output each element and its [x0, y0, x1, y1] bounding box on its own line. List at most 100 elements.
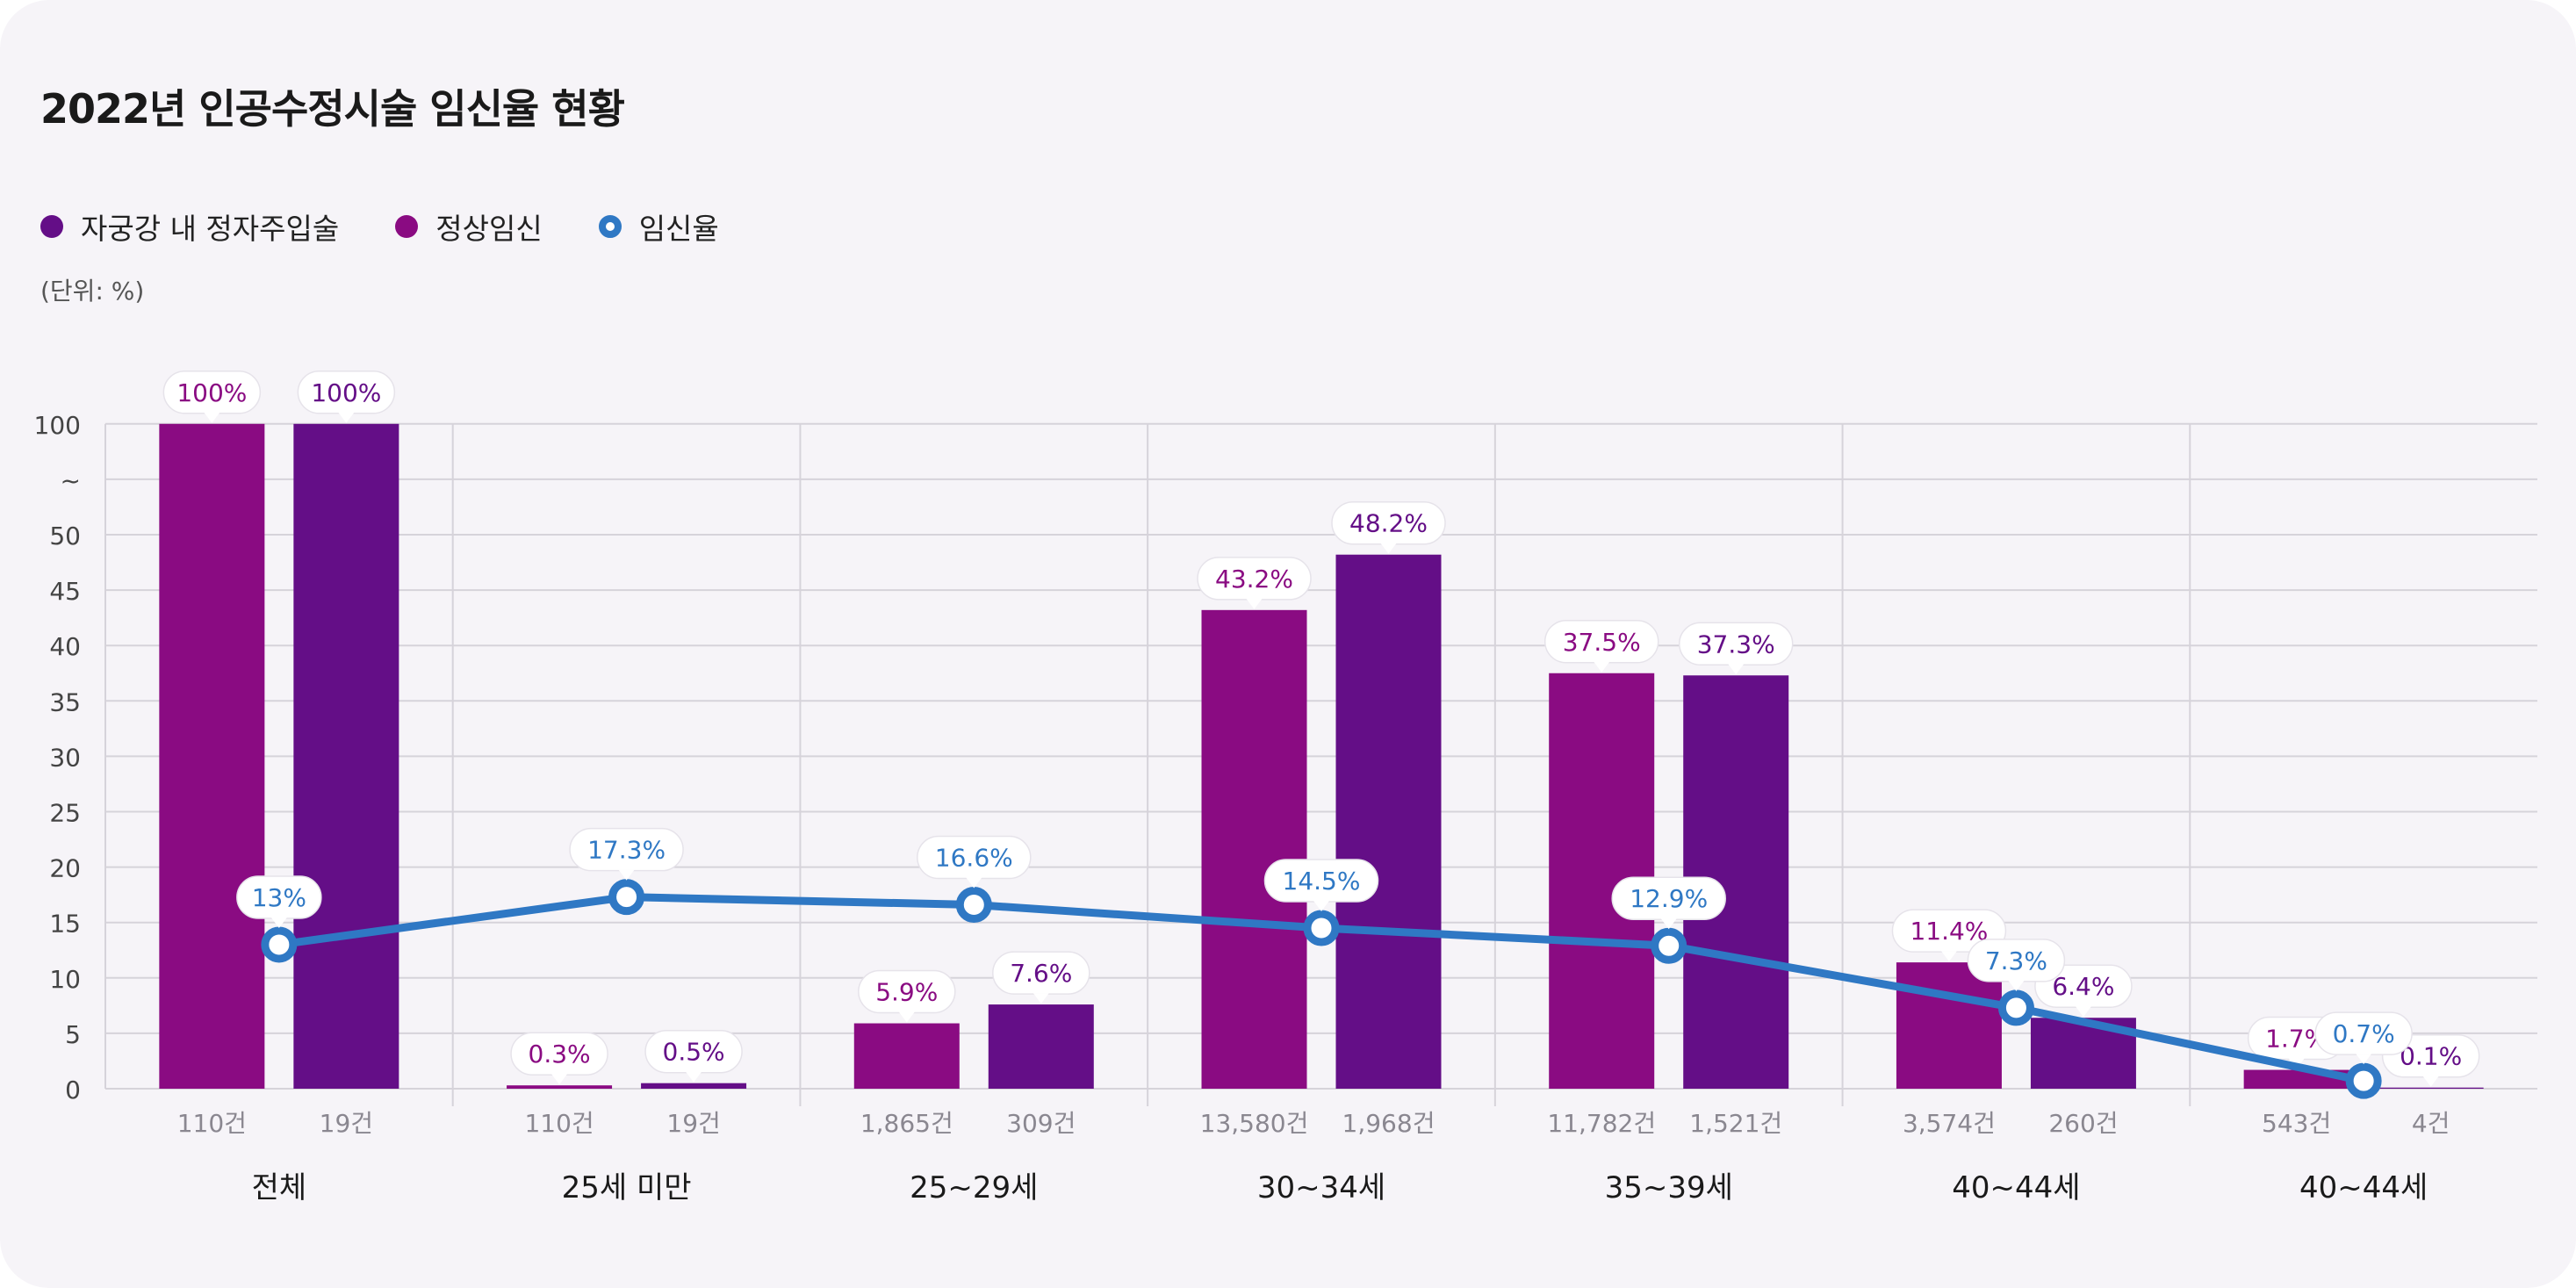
bar-value-label: 11.4%	[1910, 917, 1988, 946]
y-tick-label: 5	[65, 1020, 81, 1049]
bar-value-label-pointer	[898, 1011, 915, 1023]
rate-point	[1997, 989, 2034, 1026]
rate-value-label: 14.5%	[1283, 867, 1361, 896]
bar-iui	[1335, 554, 1442, 1089]
category-label: 30~34세	[1257, 1170, 1385, 1205]
count-label: 1,968건	[1342, 1109, 1436, 1138]
count-label: 19건	[666, 1109, 720, 1138]
legend-label-iui: 자궁강 내 정자주입술	[81, 212, 340, 246]
rate-value-label-pointer	[1660, 918, 1677, 930]
bar-value-label-pointer	[1728, 664, 1745, 675]
legend-swatch-normal-pregnancy	[395, 215, 419, 238]
bar-value-label: 6.4%	[2052, 972, 2114, 1001]
bar-value-label: 0.1%	[2400, 1042, 2462, 1071]
legend-swatch-iui	[40, 215, 63, 238]
count-label: 543건	[2262, 1109, 2331, 1138]
count-label: 1,521건	[1689, 1109, 1782, 1138]
count-label: 309건	[1006, 1109, 1076, 1138]
y-tick-label: 20	[49, 854, 81, 883]
y-tick-label: 45	[49, 577, 81, 606]
bar-value-label: 7.6%	[1010, 959, 1072, 988]
bar-value-label-pointer	[551, 1074, 568, 1085]
y-tick-label: ~	[61, 466, 81, 495]
bar-value-label-pointer	[686, 1071, 702, 1083]
bar-value-label-pointer	[1940, 951, 1957, 962]
y-tick-label: 50	[49, 522, 81, 550]
bar-normal	[159, 423, 265, 1089]
rate-value-label-pointer	[1313, 901, 1329, 912]
rate-point	[261, 926, 298, 963]
category-label: 40~44세	[2299, 1170, 2428, 1205]
bar-value-label-pointer	[1380, 543, 1397, 554]
bar-normal	[853, 1023, 960, 1089]
bar-value-label-pointer	[338, 412, 355, 423]
bar-value-label-pointer	[2422, 1076, 2439, 1087]
category-label: 25세 미만	[562, 1170, 692, 1205]
y-tick-label: 30	[49, 743, 81, 772]
rate-value-label-pointer	[2356, 1054, 2372, 1065]
rate-value-label-pointer	[2008, 980, 2025, 991]
rate-value-label: 12.9%	[1630, 884, 1708, 913]
rate-point	[2345, 1062, 2382, 1099]
legend-item-pregnancy-rate: 임신율	[598, 205, 719, 248]
legend-label-pregnancy-rate: 임신율	[638, 212, 719, 246]
bar-value-label-pointer	[2075, 1006, 2091, 1018]
chart-title: 2022년 인공수정시술 임신율 현황	[40, 85, 625, 133]
category-label: 전체	[252, 1170, 307, 1205]
category-label: 40~44세	[1952, 1170, 2080, 1205]
rate-point	[608, 879, 645, 916]
count-label: 11,782건	[1547, 1109, 1656, 1138]
count-label: 13,580건	[1200, 1109, 1309, 1138]
y-tick-label: 100	[34, 411, 81, 440]
rate-point	[955, 887, 992, 924]
bar-iui	[2378, 1087, 2484, 1089]
count-label: 1,865건	[860, 1109, 953, 1138]
category-label: 35~39세	[1605, 1170, 1733, 1205]
bar-value-label-pointer	[204, 412, 220, 423]
rate-value-label: 17.3%	[587, 836, 666, 865]
count-label: 110건	[177, 1109, 247, 1138]
rate-value-label: 0.7%	[2333, 1019, 2395, 1048]
count-label: 110건	[524, 1109, 594, 1138]
bar-iui	[988, 1004, 1094, 1089]
category-label: 25~29세	[910, 1170, 1038, 1205]
bar-normal	[507, 1085, 613, 1089]
y-tick-label: 35	[49, 687, 81, 716]
legend-item-iui: 자궁강 내 정자주입술	[40, 205, 339, 248]
rate-value-label-pointer	[618, 869, 635, 881]
bar-value-label: 37.3%	[1697, 630, 1775, 658]
bar-value-label: 48.2%	[1349, 509, 1428, 538]
y-tick-label: 10	[49, 965, 81, 994]
y-tick-label: 0	[65, 1076, 81, 1105]
legend-swatch-pregnancy-rate	[598, 215, 622, 238]
rate-value-label: 13%	[252, 883, 306, 912]
rate-point	[1303, 910, 1340, 946]
bar-value-label: 0.3%	[529, 1040, 591, 1069]
count-label: 260건	[2048, 1109, 2118, 1138]
count-label: 3,574건	[1903, 1109, 1996, 1138]
rate-value-label-pointer	[270, 917, 287, 928]
y-tick-label: 25	[49, 799, 81, 828]
bar-iui	[641, 1083, 747, 1089]
bar-iui	[293, 423, 399, 1089]
rate-value-label: 7.3%	[1985, 946, 2047, 975]
count-label: 4건	[2412, 1109, 2450, 1138]
bar-value-label: 100%	[176, 378, 247, 407]
bar-normal	[1896, 962, 2002, 1089]
rate-value-label: 16.6%	[935, 844, 1013, 873]
bar-value-label: 37.5%	[1563, 628, 1641, 657]
y-tick-label: 40	[49, 632, 81, 661]
bar-value-label-pointer	[1594, 661, 1610, 673]
legend-item-normal-pregnancy: 정상임신	[395, 205, 543, 248]
rate-value-label-pointer	[966, 877, 982, 889]
bar-value-label: 0.5%	[663, 1038, 725, 1067]
bar-value-label: 100%	[311, 378, 381, 407]
bar-normal	[1201, 609, 1307, 1089]
rate-point	[1651, 927, 1687, 964]
legend: 자궁강 내 정자주입술 정상임신 임신율	[40, 205, 775, 248]
legend-label-normal-pregnancy: 정상임신	[435, 212, 543, 246]
unit-label: (단위: %)	[40, 277, 145, 306]
bar-value-label-pointer	[1246, 598, 1263, 609]
